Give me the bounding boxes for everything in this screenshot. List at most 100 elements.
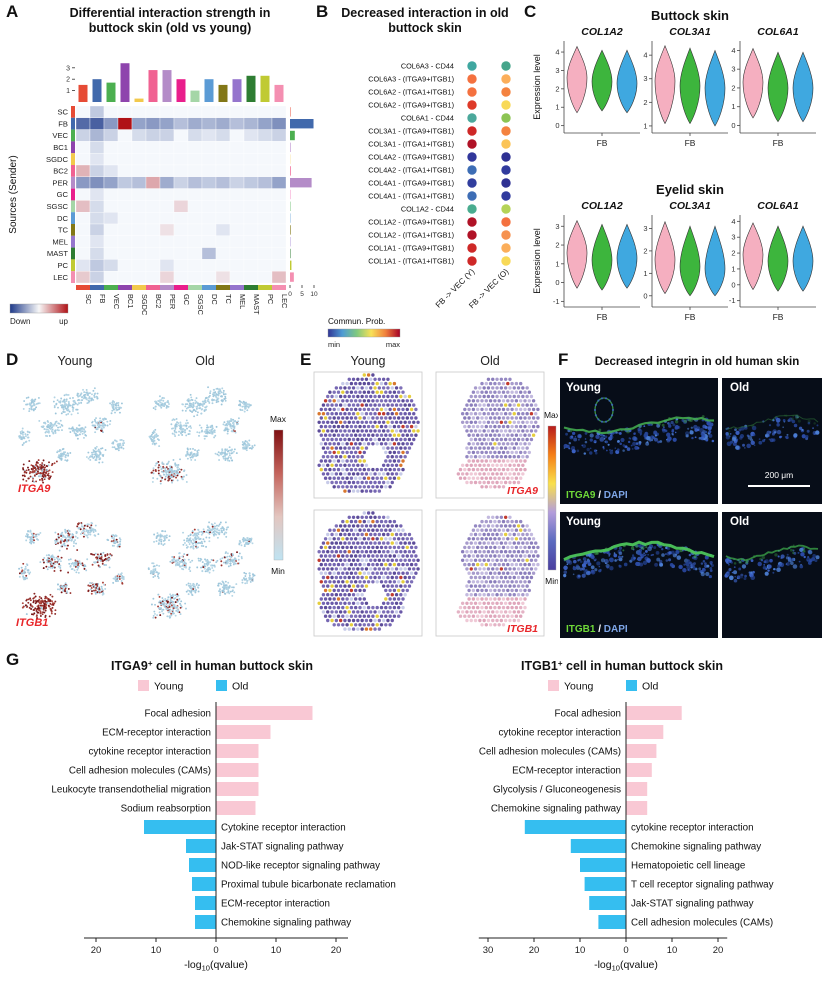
spatial-spot xyxy=(330,618,334,623)
umap-cell-dot xyxy=(168,469,171,472)
spatial-spot xyxy=(373,420,377,424)
umap-cell-dot xyxy=(159,482,162,485)
spatial-spot xyxy=(371,528,375,532)
spatial-spot xyxy=(399,437,403,442)
spatial-spot xyxy=(473,532,478,537)
spatial-spot xyxy=(465,429,469,433)
spatial-spot xyxy=(356,627,360,631)
umap-cell-dot xyxy=(102,551,105,554)
heatmap-cell xyxy=(131,271,147,284)
spatial-spot xyxy=(358,467,362,472)
spatial-spot xyxy=(465,420,469,424)
spatial-spot xyxy=(484,399,488,403)
spatial-spot xyxy=(384,485,388,489)
umap-cell-dot xyxy=(108,423,111,426)
spatial-spot xyxy=(486,394,491,399)
spatial-spot xyxy=(478,463,482,467)
spatial-spot xyxy=(373,550,377,554)
spatial-spot xyxy=(480,459,484,463)
umap-cell-dot xyxy=(41,472,44,475)
umap-cell-dot xyxy=(176,593,179,596)
heatmap-cell xyxy=(257,164,273,177)
spatial-spot xyxy=(388,571,392,575)
umap-cell-dot xyxy=(114,447,117,450)
heatmap-cell xyxy=(257,129,273,142)
umap-cell-dot xyxy=(197,533,200,536)
heatmap-cell xyxy=(173,105,189,118)
spatial-spot xyxy=(356,386,360,390)
umap-cell-dot xyxy=(63,404,66,407)
spatial-spot xyxy=(356,550,360,554)
spatial-spot xyxy=(360,455,364,459)
umap-cell-dot xyxy=(190,545,193,548)
umap-cell-dot xyxy=(226,424,229,427)
spatial-spot xyxy=(369,541,373,545)
spatial-spot xyxy=(394,429,399,433)
col-annotation-strip xyxy=(174,285,188,290)
spatial-spot xyxy=(351,524,356,528)
umap-cell-dot xyxy=(38,478,41,481)
spatial-spot xyxy=(364,627,369,631)
heatmap-cell xyxy=(117,141,133,154)
spatial-spot xyxy=(334,524,339,528)
spatial-spot xyxy=(373,377,377,381)
spatial-spot xyxy=(381,472,386,476)
heatmap-cell xyxy=(89,105,105,118)
umap-cell-dot xyxy=(101,431,104,434)
spatial-spot xyxy=(364,437,369,442)
spatial-spot xyxy=(334,610,339,614)
spatial-spot xyxy=(412,550,416,554)
umap-cell-dot xyxy=(224,449,227,452)
umap-cell-dot xyxy=(115,538,118,541)
umap-cell-dot xyxy=(26,433,29,436)
umap-cell-dot xyxy=(50,610,53,613)
spatial-spot xyxy=(379,554,384,558)
spatial-spot xyxy=(366,390,371,394)
heatmap-cell xyxy=(229,259,245,272)
x-axis-tick-label: FB xyxy=(685,138,696,148)
umap-cell-dot xyxy=(164,599,167,602)
x-axis-tick-label: FB xyxy=(773,312,784,322)
umap-cell-dot xyxy=(109,419,112,422)
heatmap-cell xyxy=(201,271,217,284)
umap-cell-dot xyxy=(234,420,237,422)
umap-cell-dot xyxy=(206,564,209,567)
spatial-spot xyxy=(525,446,529,450)
spatial-spot xyxy=(334,593,339,597)
umap-cell-dot xyxy=(63,394,66,397)
umap-cell-dot xyxy=(105,559,108,562)
spatial-spot xyxy=(354,597,358,601)
umap-cell-dot xyxy=(80,521,83,524)
umap-cell-dot xyxy=(20,438,23,441)
umap-cell-dot xyxy=(189,425,192,428)
spatial-spot xyxy=(323,545,328,550)
heatmap-cell xyxy=(271,271,287,284)
umap-cell-dot xyxy=(203,409,206,412)
spatial-spot xyxy=(358,537,362,541)
umap-cell-dot xyxy=(29,571,32,574)
spatial-spot xyxy=(514,416,519,420)
umap-cell-dot xyxy=(191,594,194,597)
spatial-spot xyxy=(364,489,369,493)
umap-cell-dot xyxy=(41,475,44,478)
umap-cell-dot xyxy=(53,396,56,399)
spatial-spot xyxy=(403,420,407,424)
spatial-spot xyxy=(467,476,471,480)
spatial-spot xyxy=(377,403,382,407)
spatial-spot xyxy=(460,472,465,476)
row-annotation-strip xyxy=(71,212,75,224)
spatial-spot xyxy=(403,550,407,554)
umap-cell-dot xyxy=(59,419,62,422)
spatial-spot xyxy=(392,562,397,567)
umap-cell-dot xyxy=(211,523,214,526)
spatial-spot xyxy=(401,467,405,472)
umap-cell-dot xyxy=(153,610,156,613)
umap-cell-dot xyxy=(76,412,79,415)
heatmap-cell xyxy=(145,129,161,142)
umap-cell-dot xyxy=(153,533,156,536)
spatial-spot xyxy=(473,472,478,476)
umap-cell-dot xyxy=(159,405,162,407)
spatial-spot xyxy=(373,610,377,614)
y-axis-tick-label: -1 xyxy=(553,297,560,306)
spatial-spot xyxy=(514,424,519,429)
